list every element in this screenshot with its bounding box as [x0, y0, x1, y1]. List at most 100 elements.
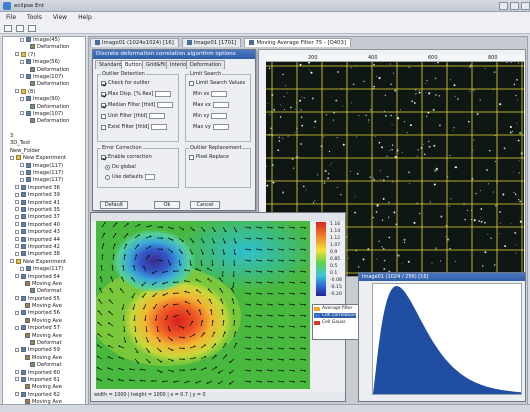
tree-item[interactable]: Moving Ave: [3, 354, 85, 362]
tree-item[interactable]: Image(117): [3, 177, 85, 184]
tree-item[interactable]: 3: [3, 133, 85, 140]
opt-unit-filter[interactable]: Unit Filter [thld]: [101, 113, 166, 119]
histogram-plot[interactable]: [372, 283, 522, 395]
expand-toggle-icon[interactable]: [15, 89, 19, 94]
tree-item[interactable]: Moving Ave: [3, 384, 85, 391]
min-vy-field[interactable]: [211, 113, 228, 119]
tree-item[interactable]: Imported 44: [3, 236, 85, 244]
tree-item[interactable]: Moving Ave: [3, 303, 85, 310]
expand-toggle-icon[interactable]: [20, 59, 24, 64]
expand-toggle-icon[interactable]: [20, 37, 24, 42]
expand-toggle-icon[interactable]: [15, 310, 19, 315]
tree-item[interactable]: Imported 61: [3, 376, 85, 384]
tree-item[interactable]: Imported 36: [3, 184, 85, 192]
expand-toggle-icon[interactable]: [15, 237, 19, 242]
tree-item[interactable]: Image(90): [3, 96, 85, 103]
dialog-tab-deformation[interactable]: Deformation: [186, 60, 226, 69]
tree-item[interactable]: Imported 42: [3, 243, 85, 251]
default-button[interactable]: Default: [100, 201, 128, 209]
max-vx-field[interactable]: [212, 102, 229, 108]
expand-toggle-icon[interactable]: [15, 251, 19, 256]
tree-item[interactable]: New Experiment: [3, 258, 85, 266]
expand-toggle-icon[interactable]: [15, 377, 19, 382]
tree-item[interactable]: Moving Ave: [3, 399, 85, 406]
opt-check-outlier[interactable]: Check for outlier: [101, 80, 150, 86]
expand-toggle-icon[interactable]: [15, 222, 19, 227]
checkbox[interactable]: [101, 102, 106, 108]
tree-item[interactable]: Moving Ave: [3, 317, 85, 325]
tree-item[interactable]: Deformat: [3, 340, 85, 347]
tree-item[interactable]: Image(56): [3, 59, 85, 66]
legend-item[interactable]: Cell Gauss: [314, 320, 346, 325]
expand-toggle-icon[interactable]: [15, 392, 19, 397]
tree-item[interactable]: New Experiment: [3, 155, 85, 162]
tree-item[interactable]: Imported 56: [3, 310, 85, 317]
tree-item[interactable]: Imported 41: [3, 199, 85, 207]
save-icon[interactable]: [28, 24, 36, 32]
tree-item[interactable]: (7): [3, 51, 85, 59]
expand-toggle-icon[interactable]: [15, 296, 19, 301]
tab-image01[interactable]: Image01 (1024x1024) [16]: [90, 37, 179, 47]
tree-item[interactable]: Deformation: [3, 103, 85, 111]
tree-item[interactable]: Moving Ave: [3, 332, 85, 340]
tab-moving-average[interactable]: Moving Average Filter 75 - [Q403]: [244, 37, 351, 47]
tree-item[interactable]: New_Folder: [3, 148, 85, 155]
checkbox[interactable]: [189, 154, 194, 160]
opt-enable-correction[interactable]: Enable correction: [101, 154, 152, 160]
radio[interactable]: [105, 164, 110, 170]
opt-do-global[interactable]: Do global: [105, 164, 136, 170]
opt-max-disp[interactable]: Max Disp. [% Res]: [101, 91, 172, 97]
expand-toggle-icon[interactable]: [15, 185, 19, 190]
expand-toggle-icon[interactable]: [15, 52, 19, 57]
tab-image01-b[interactable]: Image01 [1701]: [181, 37, 242, 47]
tree-item[interactable]: Deformat: [3, 362, 85, 369]
opt-pixel-replace[interactable]: Pixel Replace: [189, 154, 229, 160]
tree-item[interactable]: Imported 38: [3, 251, 85, 258]
tree-item[interactable]: Deformation: [3, 66, 85, 74]
checkbox[interactable]: [101, 91, 106, 97]
tree-item[interactable]: Deformat: [3, 288, 85, 295]
tree-item[interactable]: (8): [3, 88, 85, 96]
opt-median-filter[interactable]: Median Filter [thld]: [101, 102, 174, 108]
tree-item[interactable]: Imported 62: [3, 391, 85, 399]
expand-toggle-icon[interactable]: [15, 244, 19, 249]
expand-toggle-icon[interactable]: [15, 214, 19, 219]
max-disp-field[interactable]: [155, 91, 172, 97]
checkbox[interactable]: [101, 80, 106, 86]
tree-item[interactable]: Image(117): [3, 170, 85, 177]
expand-toggle-icon[interactable]: [20, 170, 24, 175]
checkbox[interactable]: [101, 154, 106, 160]
tree-item[interactable]: Imported 40: [3, 221, 85, 229]
maximize-button[interactable]: [510, 1, 519, 10]
checkbox[interactable]: [101, 113, 106, 119]
checkbox[interactable]: [101, 124, 106, 130]
close-button[interactable]: [521, 1, 530, 10]
tree-item[interactable]: Image(107): [3, 110, 85, 118]
menu-file[interactable]: File: [6, 14, 17, 21]
tree-item[interactable]: Imported 43: [3, 229, 85, 236]
tree-item[interactable]: Imported 55: [3, 295, 85, 303]
menu-view[interactable]: View: [52, 14, 68, 21]
menu-help[interactable]: Help: [78, 14, 92, 21]
minimize-button[interactable]: [499, 1, 508, 10]
median-field[interactable]: [157, 102, 174, 108]
tree-item[interactable]: Imported 37: [3, 214, 85, 221]
expand-toggle-icon[interactable]: [15, 229, 19, 234]
expand-toggle-icon[interactable]: [15, 200, 19, 205]
tree-item[interactable]: Imported 60: [3, 369, 85, 377]
expand-toggle-icon[interactable]: [15, 274, 19, 278]
expand-toggle-icon[interactable]: [10, 259, 14, 264]
cancel-button[interactable]: Cancel: [190, 201, 220, 209]
tree-item[interactable]: Deformation: [3, 44, 85, 51]
tree-item[interactable]: Image(107): [3, 73, 85, 81]
menu-tools[interactable]: Tools: [27, 14, 42, 21]
expand-toggle-icon[interactable]: [10, 155, 14, 160]
expand-toggle-icon[interactable]: [15, 325, 19, 330]
min-vx-field[interactable]: [211, 91, 228, 97]
tree-item[interactable]: Deformation: [3, 118, 85, 125]
open-file-icon[interactable]: [16, 24, 24, 32]
tree-item[interactable]: Imported 59: [3, 347, 85, 354]
max-vy-field[interactable]: [212, 124, 229, 130]
expand-toggle-icon[interactable]: [20, 111, 24, 116]
radio[interactable]: [105, 174, 110, 180]
